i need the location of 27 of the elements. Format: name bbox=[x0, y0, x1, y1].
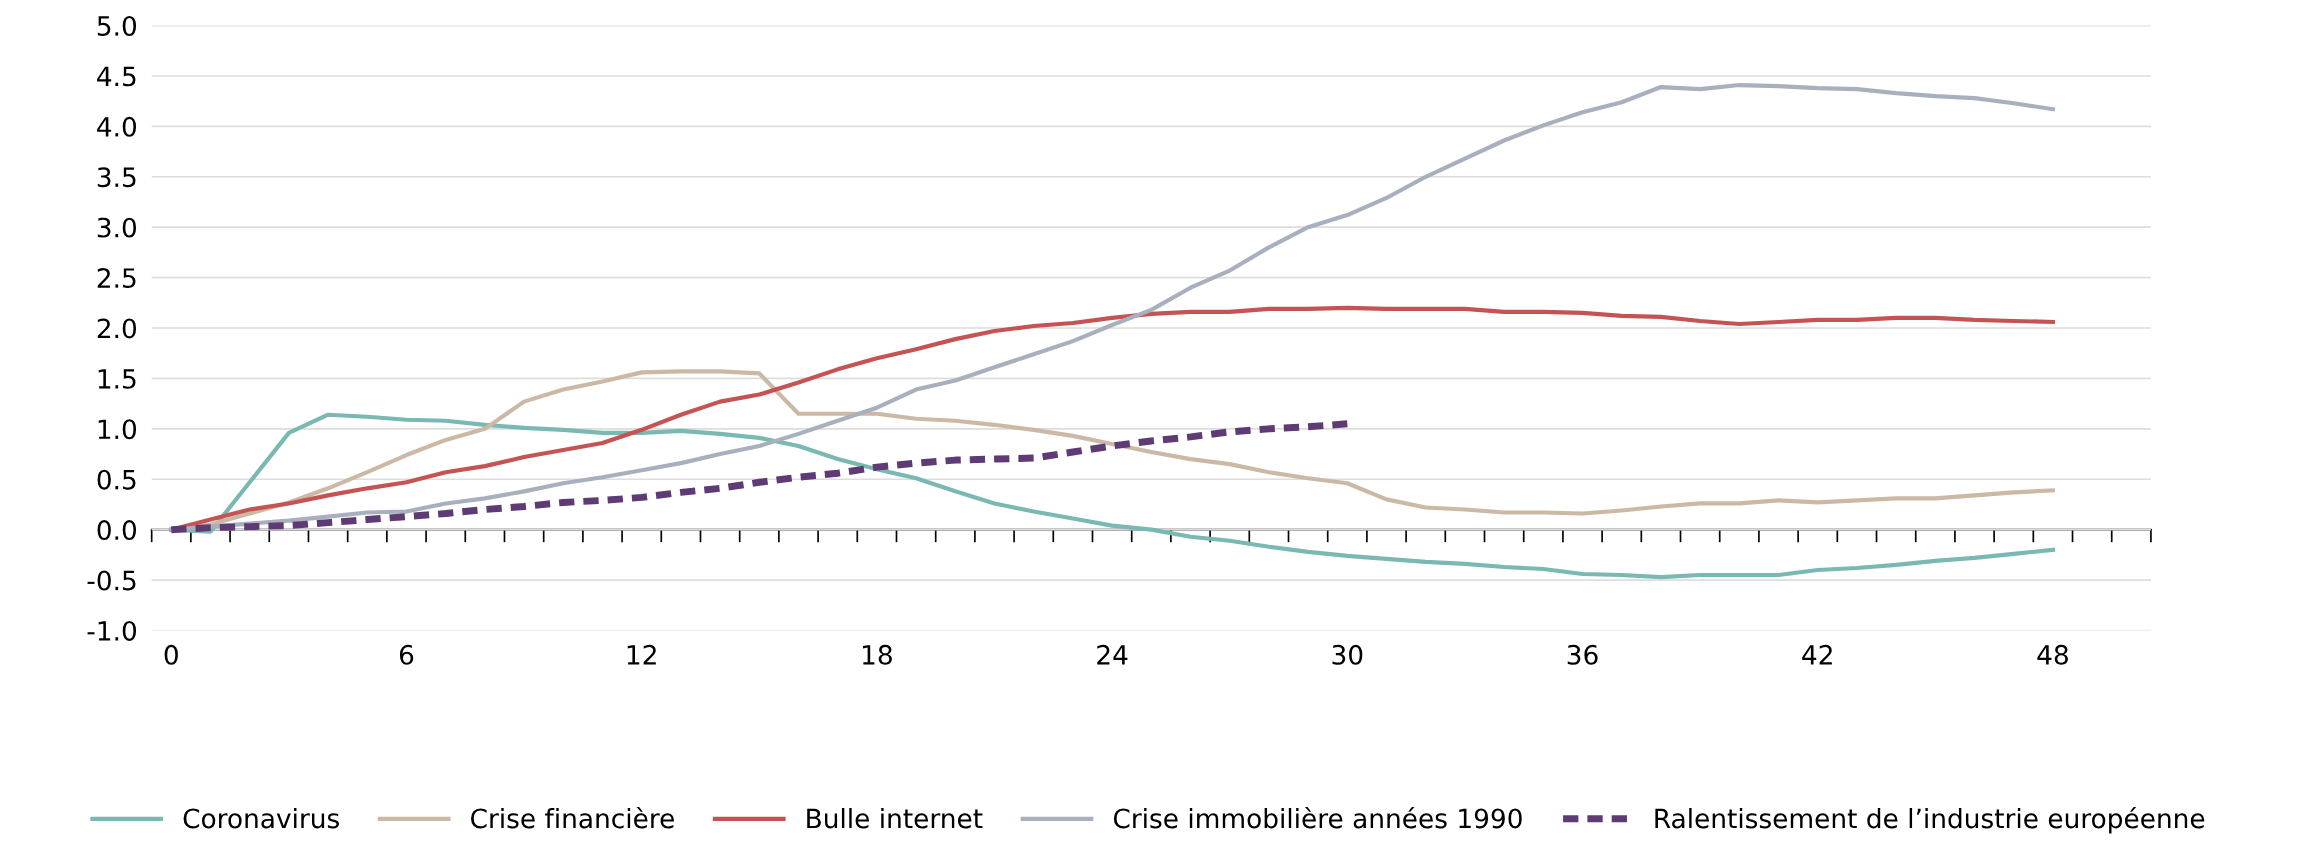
y-tick-label: 3.5 bbox=[97, 167, 136, 188]
x-tick-label: 18 bbox=[863, 644, 892, 665]
y-tick-label: 4.5 bbox=[97, 66, 136, 87]
legend-label: Crise immobilière années 1990 bbox=[1113, 806, 1522, 829]
legend-label: Ralentissement de l’industrie européenne bbox=[1655, 806, 2205, 834]
x-tick-label: 24 bbox=[1097, 644, 1128, 665]
y-tick-label: 0.0 bbox=[97, 520, 137, 541]
x-tick-label: 42 bbox=[1802, 644, 1832, 665]
y-tick-label: 5.0 bbox=[97, 16, 137, 36]
x-tick-label: 48 bbox=[2037, 644, 2068, 665]
legend-label: Crise financière bbox=[471, 806, 674, 829]
y-tick-label: 2.5 bbox=[97, 268, 136, 289]
y-tick-label: 3.0 bbox=[97, 217, 137, 238]
x-tick-label: 0 bbox=[164, 644, 178, 665]
y-tick-label: 4.0 bbox=[97, 116, 137, 137]
y-tick-label: 2.0 bbox=[97, 318, 137, 339]
y-tick-label: -1.0 bbox=[87, 620, 137, 641]
y-tick-label: 1.0 bbox=[98, 419, 137, 440]
x-tick-label: 30 bbox=[1332, 644, 1363, 665]
x-tick-label: 6 bbox=[399, 644, 414, 665]
legend-label: Coronavirus bbox=[183, 807, 339, 829]
y-tick-label: -0.5 bbox=[87, 570, 136, 591]
legend-label: Bulle internet bbox=[807, 807, 983, 829]
y-tick-label: 1.5 bbox=[98, 369, 136, 389]
y-tick-label: 0.5 bbox=[97, 469, 136, 490]
x-tick-label: 12 bbox=[627, 644, 656, 665]
x-tick-label: 36 bbox=[1567, 644, 1598, 665]
